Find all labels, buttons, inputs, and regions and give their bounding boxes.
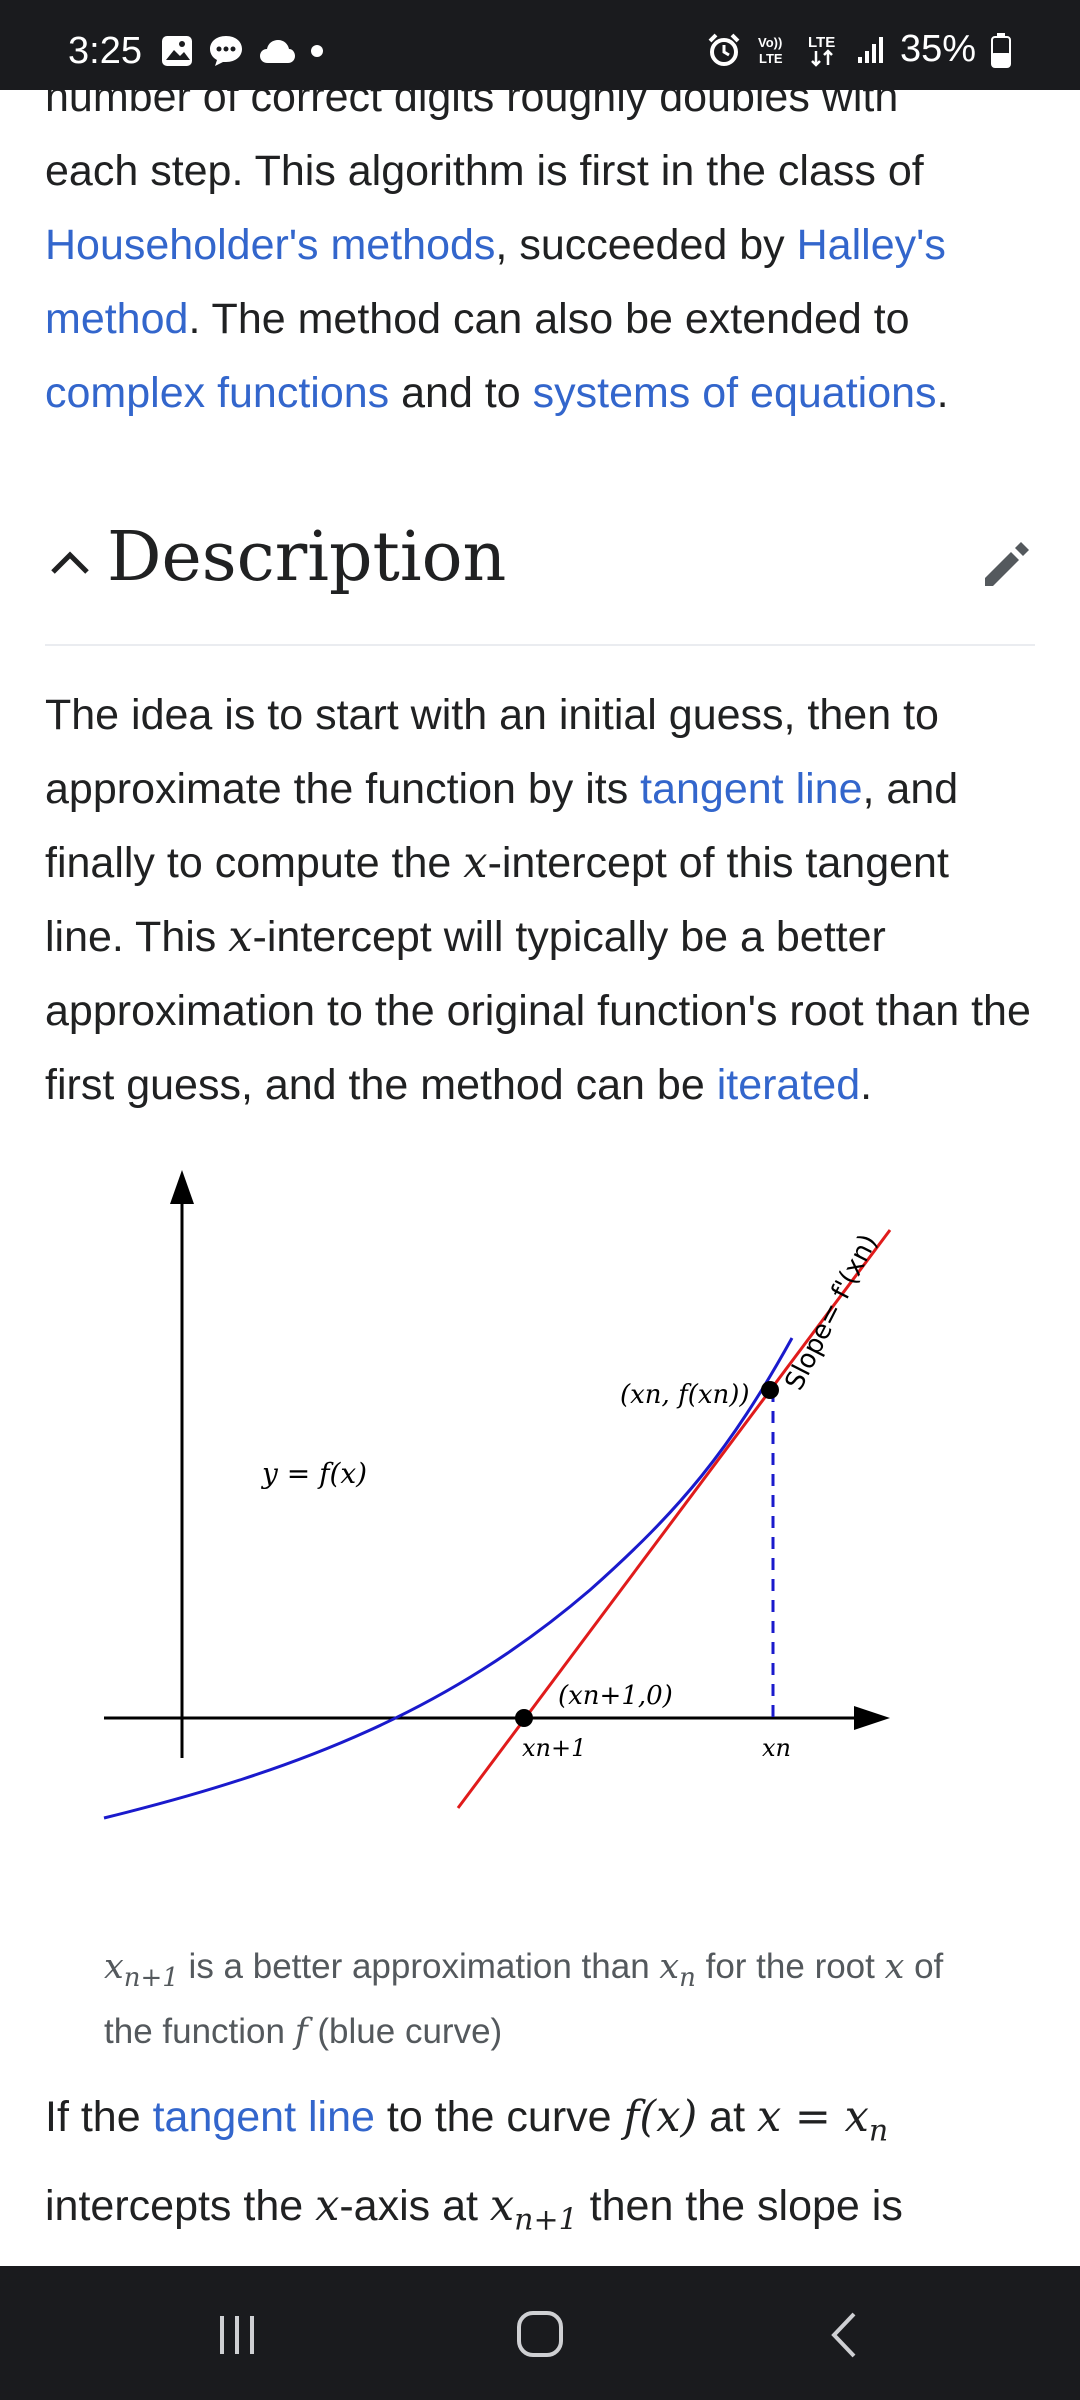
status-bar: 3:25 Vo)) LTE LTE [0, 0, 1080, 90]
intro-text: . The method can also be extended to [188, 295, 910, 343]
caption-text: for the root [695, 1947, 885, 1986]
svg-text:Vo)): Vo)) [758, 35, 782, 50]
description-text: , and finally to compute the [45, 765, 959, 887]
math-x: x [104, 1947, 124, 1987]
edit-pencil-icon[interactable] [979, 536, 1035, 592]
intro-text: . [936, 369, 949, 417]
y-axis-arrow [170, 1170, 194, 1204]
system-icons: Vo)) LTE LTE 35% [706, 28, 1012, 71]
link-complex-functions[interactable]: complex functions [45, 369, 390, 417]
figure-caption: xn+1 is a better approximation than xn f… [104, 1940, 964, 2059]
math-x: x [659, 1947, 680, 1987]
network-label: LTE [808, 34, 835, 51]
link-halleys-method[interactable]: Halley's method [45, 221, 946, 343]
paragraph-text: -axis at [339, 2181, 490, 2230]
navigation-bar [0, 2266, 1080, 2400]
intro-text: each step. This algorithm is first in th… [45, 147, 924, 195]
article-intro: number of correct digits roughly doubles… [45, 60, 1035, 430]
link-tangent-line[interactable]: tangent line [640, 765, 863, 813]
intro-text: and to [389, 369, 533, 417]
description-paragraph: The idea is to start with an initial gue… [45, 678, 1035, 1122]
paragraph-text: at [697, 2093, 757, 2141]
paragraph-text: If the [45, 2093, 153, 2141]
label-curve: y = f(x) [260, 1457, 367, 1490]
battery-icon [991, 32, 1011, 68]
caption-text: (blue curve) [307, 2012, 503, 2051]
math-x: x [884, 1947, 905, 1987]
paragraph-text: intercepts the [45, 2181, 316, 2230]
math-subscript: n [868, 2113, 889, 2149]
math-subscript: n+1 [123, 1963, 179, 1993]
math-subscript: n [679, 1963, 696, 1993]
math-f: f [294, 2012, 308, 2052]
volte-icon: Vo)) LTE [758, 35, 783, 66]
math-fx: f(x) [623, 2092, 698, 2142]
notification-icons [160, 34, 324, 68]
section-header-description[interactable]: Description [45, 500, 1035, 646]
intro-text: , succeeded by [495, 221, 797, 269]
signal-icon [857, 36, 883, 63]
x-axis-arrow [854, 1706, 890, 1730]
chevron-up-icon[interactable] [47, 542, 93, 588]
description-text: -intercept of this tangent line. This [45, 839, 949, 961]
link-householders-methods[interactable]: Householder's methods [45, 221, 496, 269]
link-tangent-line-2[interactable]: tangent line [152, 2093, 375, 2141]
newton-method-figure[interactable]: y = f(x) (xn, f(xn)) Slope= f'(xn) (xn+1… [90, 1150, 930, 1830]
paragraph-text: to the curve [374, 2093, 624, 2141]
description-text: -intercept will typically be a better ap… [45, 913, 1031, 1109]
link-iterated[interactable]: iterated [716, 1061, 861, 1109]
math-x: x [228, 912, 253, 962]
home-icon[interactable] [514, 2308, 566, 2360]
label-xn1: xn+1 [522, 1734, 586, 1762]
chat-icon [210, 36, 242, 66]
recent-apps-icon[interactable] [212, 2310, 262, 2360]
dot-icon [311, 45, 323, 57]
battery-percent: 35% [899, 28, 976, 70]
paragraph-text: then the slope is [577, 2181, 903, 2230]
clock: 3:25 [68, 30, 142, 72]
math-eq: x = x [757, 2092, 869, 2142]
figure-svg: y = f(x) (xn, f(xn)) Slope= f'(xn) (xn+1… [103, 1170, 892, 1820]
link-systems-of-equations[interactable]: systems of equations [532, 369, 937, 417]
svg-text:LTE: LTE [759, 51, 783, 66]
point-xn1 [515, 1709, 533, 1727]
slope-paragraph: If the tangent line to the curve f(x) at… [45, 2080, 1035, 2257]
section-title: Description [107, 518, 507, 597]
math-x: x [463, 838, 488, 888]
math-x: x [489, 2180, 515, 2231]
back-icon[interactable] [822, 2310, 868, 2360]
label-xn: xn [762, 1734, 791, 1762]
function-curve [103, 1337, 794, 1820]
caption-text: is a better approximation than [178, 1947, 660, 1986]
alarm-icon [708, 33, 740, 66]
point-xn [761, 1381, 779, 1399]
cloud-icon [260, 40, 295, 63]
math-subscript: n+1 [514, 2202, 578, 2238]
caption-text: of the function [104, 1947, 944, 2051]
intro-paragraph: number of correct digits roughly doubles… [45, 60, 1035, 430]
label-intercept: (xn+1,0) [558, 1681, 673, 1711]
label-point-xn: (xn, f(xn)) [620, 1380, 750, 1410]
description-text: . [860, 1061, 873, 1109]
gallery-icon [162, 36, 192, 66]
math-x: x [315, 2180, 340, 2231]
lte-data-icon: LTE [808, 34, 835, 67]
description-text: The idea is to start with an initial gue… [45, 691, 939, 813]
label-slope: Slope= f'(xn) [780, 1230, 884, 1396]
